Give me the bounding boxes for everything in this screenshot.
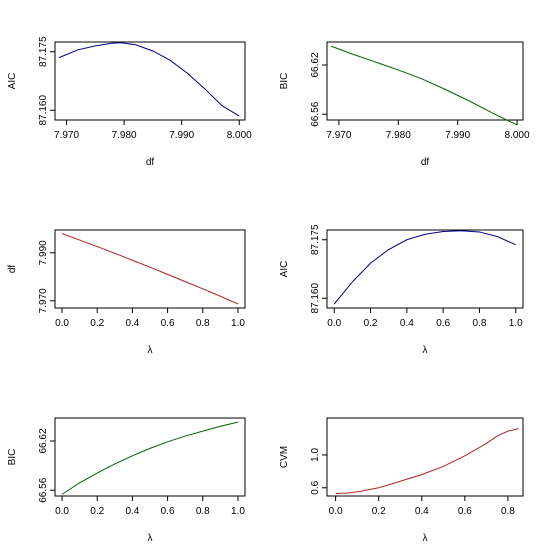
chart-panel: 7.970 7.980 7.990 8.000 66.56 66.62 df BIC xyxy=(279,41,530,168)
y-tick-label: 87.175 xyxy=(38,36,49,67)
y-axis-label: AIC xyxy=(7,73,18,90)
x-tick-label: 0.0 xyxy=(327,318,341,329)
x-tick-label: 1.0 xyxy=(231,506,245,517)
chart-panel: 0.0 0.2 0.4 0.6 0.8 1.0 7.970 7.990 λ df xyxy=(7,229,246,356)
x-tick-label: 0.6 xyxy=(458,506,472,517)
x-tick-label: 1.0 xyxy=(509,318,523,329)
y-tick-label: 87.160 xyxy=(310,283,321,314)
x-axis-label: λ xyxy=(148,345,153,356)
x-axis-label: λ xyxy=(148,533,153,544)
x-tick-label: 7.970 xyxy=(326,130,351,141)
x-tick-label: 7.980 xyxy=(112,130,137,141)
plot-frame xyxy=(54,41,246,121)
x-tick-label: 0.0 xyxy=(329,506,343,517)
y-tick-label: 66.62 xyxy=(38,428,49,453)
series-line xyxy=(333,230,516,305)
x-tick-label: 0.6 xyxy=(161,506,175,517)
x-tick-label: 7.980 xyxy=(386,130,411,141)
x-tick-label: 0.2 xyxy=(372,506,386,517)
y-tick-label: 1.0 xyxy=(310,448,321,462)
y-tick-label: 66.62 xyxy=(310,52,321,77)
y-tick-label: 66.56 xyxy=(38,477,49,502)
y-axis-label: BIC xyxy=(7,449,18,466)
x-tick-label: 0.8 xyxy=(196,318,210,329)
y-tick-label: 7.990 xyxy=(38,240,49,265)
chart-panel: 7.970 7.980 7.990 8.000 87.160 87.175 df AIC xyxy=(7,36,252,168)
plot-frame xyxy=(326,417,524,497)
y-tick-label: 66.56 xyxy=(310,101,321,126)
x-tick-label: 7.970 xyxy=(54,130,79,141)
x-tick-label: 0.6 xyxy=(161,318,175,329)
x-tick-label: 0.8 xyxy=(196,506,210,517)
x-tick-label: 0.4 xyxy=(125,506,139,517)
x-tick-label: 8.000 xyxy=(227,130,252,141)
y-tick-label: 87.160 xyxy=(38,95,49,126)
plot-frame xyxy=(326,229,524,309)
x-tick-label: 7.990 xyxy=(169,130,194,141)
x-tick-label: 1.0 xyxy=(231,318,245,329)
y-tick-label: 87.175 xyxy=(310,224,321,255)
x-tick-label: 0.2 xyxy=(90,506,104,517)
plot-frame xyxy=(54,417,246,497)
x-tick-label: 0.2 xyxy=(364,318,378,329)
x-tick-label: 0.2 xyxy=(90,318,104,329)
x-tick-label: 0.8 xyxy=(501,506,515,517)
x-tick-label: 8.000 xyxy=(505,130,530,141)
x-tick-label: 7.990 xyxy=(445,130,470,141)
x-axis-label: λ xyxy=(423,533,428,544)
x-tick-label: 0.4 xyxy=(125,318,139,329)
chart-panel: 0.0 0.2 0.4 0.6 0.8 0.6 1.0 λ CVM xyxy=(279,417,524,544)
y-tick-label: 0.6 xyxy=(310,480,321,494)
plot-frame xyxy=(54,229,246,309)
x-tick-label: 0.8 xyxy=(472,318,486,329)
x-axis-label: λ xyxy=(423,345,428,356)
x-tick-label: 0.0 xyxy=(55,318,69,329)
series-line xyxy=(335,428,519,495)
y-axis-label: BIC xyxy=(279,73,290,90)
plot-frame xyxy=(326,41,524,121)
series-line xyxy=(58,42,240,117)
chart-panel: 0.0 0.2 0.4 0.6 0.8 1.0 66.56 66.62 λ BIC xyxy=(7,417,246,544)
series-line xyxy=(61,421,239,495)
x-tick-label: 0.0 xyxy=(55,506,69,517)
x-tick-label: 0.4 xyxy=(415,506,429,517)
x-axis-label: df xyxy=(421,157,430,168)
y-axis-label: df xyxy=(7,265,18,274)
x-tick-label: 0.4 xyxy=(400,318,414,329)
x-tick-label: 0.6 xyxy=(436,318,450,329)
chart-panel: 0.0 0.2 0.4 0.6 0.8 1.0 87.160 87.175 λ AIC xyxy=(279,224,524,356)
y-axis-label: CVM xyxy=(279,446,290,468)
y-axis-label: AIC xyxy=(279,261,290,278)
series-line xyxy=(61,233,239,305)
series-line xyxy=(330,45,518,126)
y-tick-label: 7.970 xyxy=(38,288,49,313)
x-axis-label: df xyxy=(146,157,155,168)
